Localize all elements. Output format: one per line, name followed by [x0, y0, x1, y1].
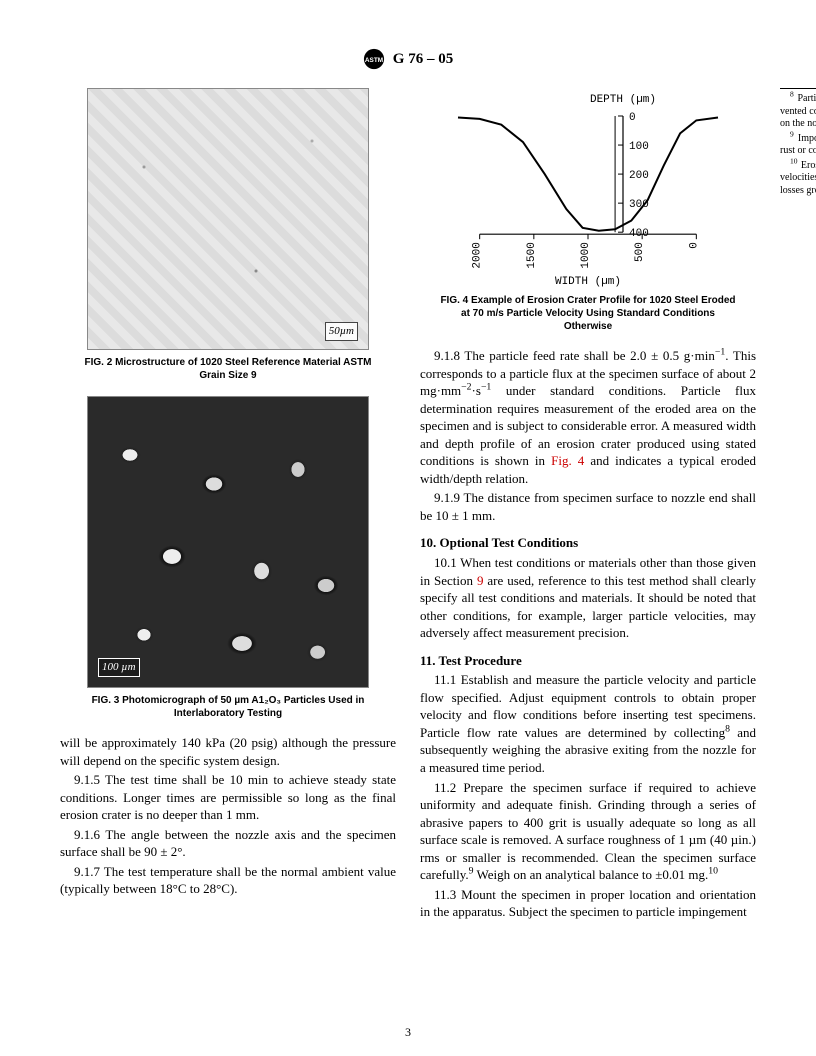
- para-9-1-7: 9.1.7 The test temperature shall be the …: [60, 863, 396, 898]
- page-number: 3: [0, 1024, 816, 1040]
- svg-text:200: 200: [629, 170, 649, 182]
- footnote-8: 8 Particles may be collected by directin…: [780, 93, 816, 131]
- figure-3: 100 µm FIG. 3 Photomicrograph of 50 µm A…: [60, 396, 396, 720]
- figure-4-chart: DEPTH (µm)01002003004002000150010005000W…: [438, 88, 738, 288]
- para-11-1: 11.1 Establish and measure the particle …: [420, 671, 756, 776]
- fig4-ref-link[interactable]: Fig. 4: [551, 453, 584, 468]
- figure-3-caption: FIG. 3 Photomicrograph of 50 µm A1₂O₃ Pa…: [78, 694, 378, 720]
- footnotes: 8 Particles may be collected by directin…: [780, 88, 816, 197]
- standard-designation: G 76 – 05: [393, 49, 453, 69]
- para-9-1-5: 9.1.5 The test time shall be 10 min to a…: [60, 771, 396, 824]
- svg-text:1000: 1000: [580, 242, 592, 268]
- svg-text:1500: 1500: [526, 242, 538, 268]
- svg-text:0: 0: [629, 112, 636, 124]
- figure-4-caption: FIG. 4 Example of Erosion Crater Profile…: [438, 294, 738, 333]
- page-header: ASTM G 76 – 05: [60, 48, 756, 70]
- two-column-body: 50µm FIG. 2 Microstructure of 1020 Steel…: [60, 88, 756, 1008]
- svg-text:500: 500: [634, 242, 646, 262]
- svg-text:WIDTH (µm): WIDTH (µm): [555, 276, 621, 288]
- para-11-3: 11.3 Mount the specimen in proper locati…: [420, 886, 756, 921]
- footnote-9: 9 Important considerations in cleaning i…: [780, 133, 816, 158]
- svg-text:0: 0: [688, 242, 700, 249]
- footnote-rule: [780, 88, 816, 89]
- para-9-1-9: 9.1.9 The distance from specimen surface…: [420, 489, 756, 524]
- figure-3-image: 100 µm: [87, 396, 369, 688]
- figure-3-scalebar: 100 µm: [98, 658, 140, 677]
- figure-2: 50µm FIG. 2 Microstructure of 1020 Steel…: [60, 88, 396, 382]
- figure-2-image: 50µm: [87, 88, 369, 350]
- svg-text:2000: 2000: [472, 242, 484, 268]
- footnote-10: 10 Erosion weight loss determinations to…: [780, 160, 816, 198]
- para-9-1-6: 9.1.6 The angle between the nozzle axis …: [60, 826, 396, 861]
- astm-logo-icon: ASTM: [363, 48, 385, 70]
- para-9-1-8: 9.1.8 The particle feed rate shall be 2.…: [420, 347, 756, 487]
- figure-4: DEPTH (µm)01002003004002000150010005000W…: [420, 88, 756, 333]
- para-11-2: 11.2 Prepare the specimen surface if req…: [420, 779, 756, 884]
- section-11-title: 11. Test Procedure: [420, 652, 756, 670]
- figure-2-scalebar: 50µm: [325, 322, 358, 341]
- svg-text:DEPTH (µm): DEPTH (µm): [590, 94, 656, 106]
- svg-text:ASTM: ASTM: [365, 57, 383, 64]
- para-continuation: will be approximately 140 kPa (20 psig) …: [60, 734, 396, 769]
- figure-2-caption: FIG. 2 Microstructure of 1020 Steel Refe…: [78, 356, 378, 382]
- svg-text:100: 100: [629, 141, 649, 153]
- para-10-1: 10.1 When test conditions or materials o…: [420, 554, 756, 642]
- section-10-title: 10. Optional Test Conditions: [420, 534, 756, 552]
